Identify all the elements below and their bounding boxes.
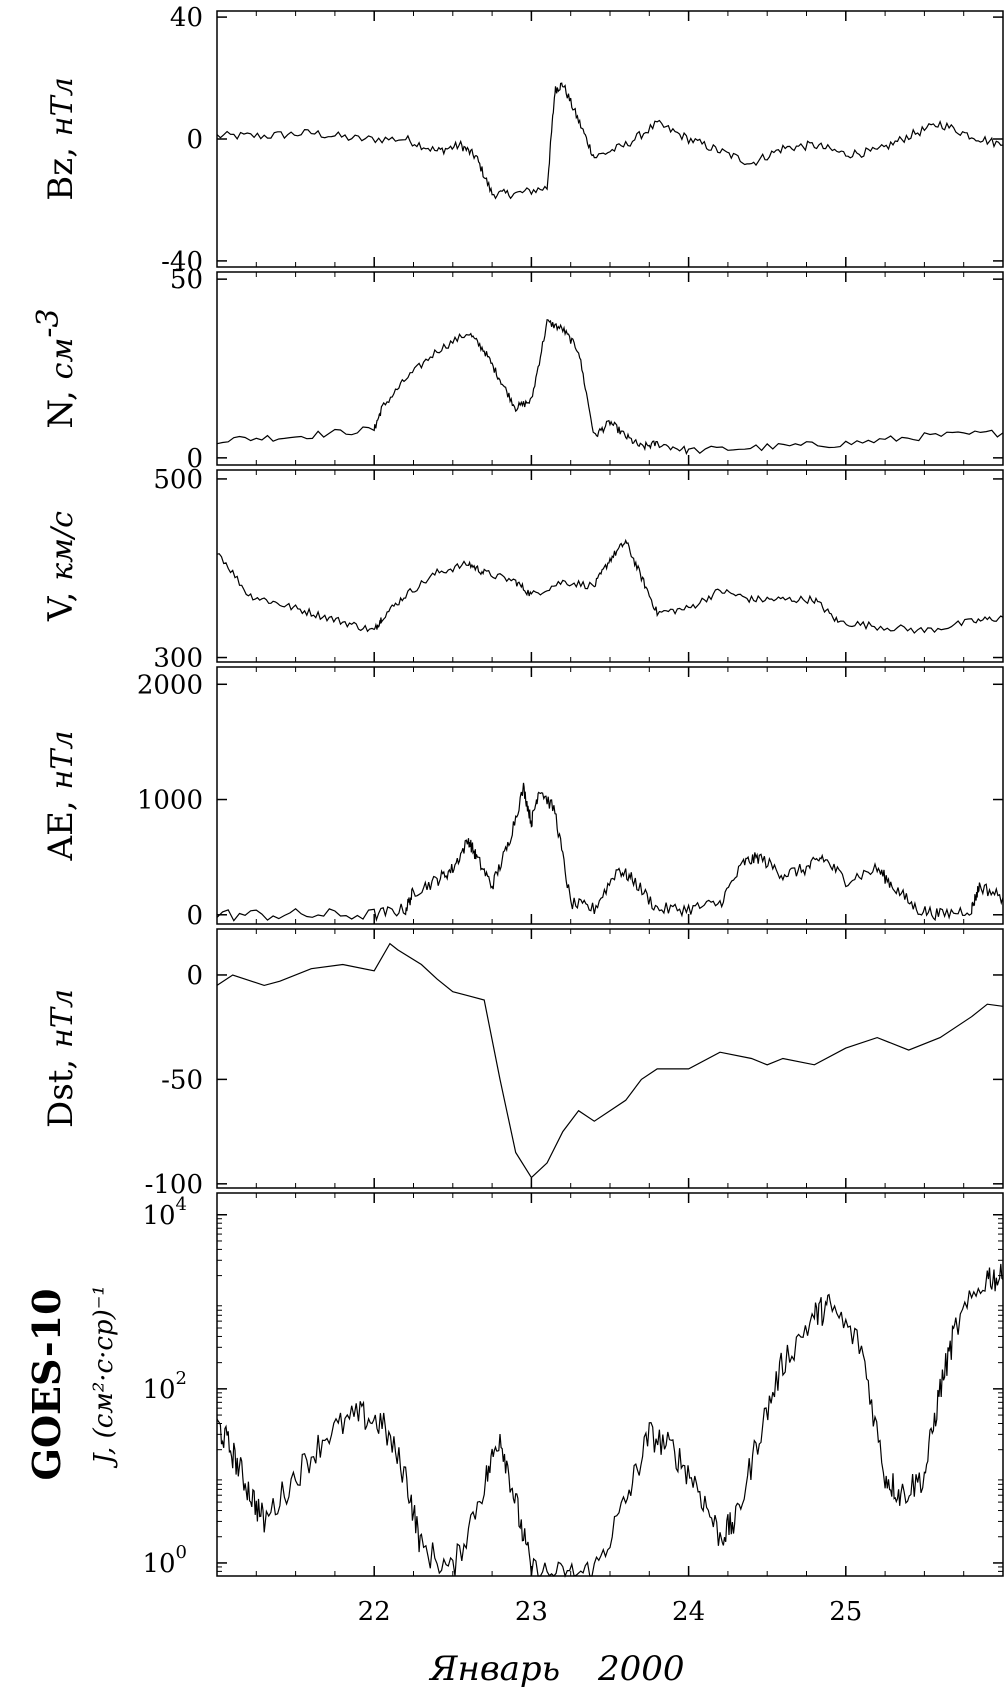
y-axis-label-bz: Bz, нТл: [41, 77, 81, 200]
panel-frame-bz: [216, 10, 1004, 268]
panel-v: 500 300 V, км/с: [41, 465, 1004, 674]
y-axis-label-unit: нТл: [45, 731, 80, 790]
y-tick-label-bz: 0: [186, 125, 203, 155]
x-axis-label: Январь: [428, 1649, 560, 1689]
x-tick-label: 24: [672, 1597, 705, 1627]
y-tick-label-ae: 2000: [137, 670, 203, 700]
y-axis-label-ae: AE, нТл: [41, 731, 81, 862]
y-axis-label-main: N,: [41, 379, 81, 428]
y-axis-label-v: V, км/с: [41, 511, 81, 622]
panel-frame-ae: [216, 666, 1004, 925]
y-tick-label-dst: 0: [186, 961, 203, 991]
y-tick-label-ae: 0: [186, 901, 203, 931]
y-tick-exponent: 4: [176, 1194, 187, 1215]
x-axis-label-year: 2000: [597, 1649, 685, 1689]
x-tick-label: 25: [829, 1597, 862, 1627]
y-tick-label-dst: -100: [145, 1170, 203, 1200]
series-line-bz: [216, 82, 1004, 200]
y-axis-label-unit: нТл: [45, 77, 80, 136]
y-tick-exponent: 0: [176, 1542, 187, 1563]
panel-dst: 0 -50 -100 Dst, нТл: [41, 928, 1004, 1200]
y-axis-label-unit: нТл: [45, 989, 80, 1048]
y-axis-unit-goes: J, (см²·с·ср)⁻¹: [89, 1285, 119, 1469]
series-line-n: [216, 318, 1004, 456]
y-axis-label-goes: GOES-10: [24, 1288, 69, 1480]
panel-bz: 40 0 -40 Bz, нТл: [41, 3, 1004, 277]
y-axis-label-main: Bz,: [41, 136, 81, 201]
panel-frame-dst: [216, 928, 1004, 1189]
y-tick-label-n: 50: [170, 265, 203, 295]
y-tick-exponent: 2: [176, 1368, 187, 1389]
y-axis-label-main: Dst,: [41, 1048, 81, 1128]
y-axis-label-n: N, см-3: [31, 308, 81, 428]
panel-n: 50 0 N, см-3: [31, 265, 1004, 474]
y-tick-label-goes: 102: [142, 1368, 187, 1405]
y-axis-label-exponent: -3: [31, 308, 66, 337]
y-tick-label-bz: 40: [170, 3, 203, 33]
y-axis-label-dst: Dst, нТл: [41, 989, 81, 1128]
y-tick-label-n: 0: [186, 444, 203, 474]
y-axis-label-main: AE,: [41, 789, 81, 861]
series-line-v: [216, 538, 1004, 634]
panel-frame-n: [216, 271, 1004, 466]
series-line-ae: [216, 782, 1004, 923]
x-tick-label: 23: [515, 1597, 548, 1627]
y-tick-label-v: 300: [153, 644, 203, 674]
y-axis-label-unit: см: [45, 338, 80, 380]
y-axis-label-unit: км/с: [45, 511, 80, 581]
series-line-dst: [216, 942, 1004, 1179]
y-tick-label-ae: 1000: [137, 786, 203, 816]
x-tick-label: 22: [358, 1597, 391, 1627]
panel-frame-goes: [216, 1192, 1004, 1577]
y-axis-label-main: V,: [41, 581, 81, 622]
y-tick-label-bz: -40: [161, 247, 203, 277]
y-tick-label-dst: -50: [161, 1065, 203, 1095]
panel-frame-v: [216, 469, 1004, 663]
y-tick-label-goes: 100: [142, 1542, 187, 1579]
y-tick-label-v: 500: [153, 465, 203, 495]
series-line-goes: [216, 1263, 1004, 1578]
x-axis: 22 23 24 25: [358, 1597, 863, 1627]
panel-ae: 2000 1000 0 AE, нТл: [41, 666, 1004, 931]
